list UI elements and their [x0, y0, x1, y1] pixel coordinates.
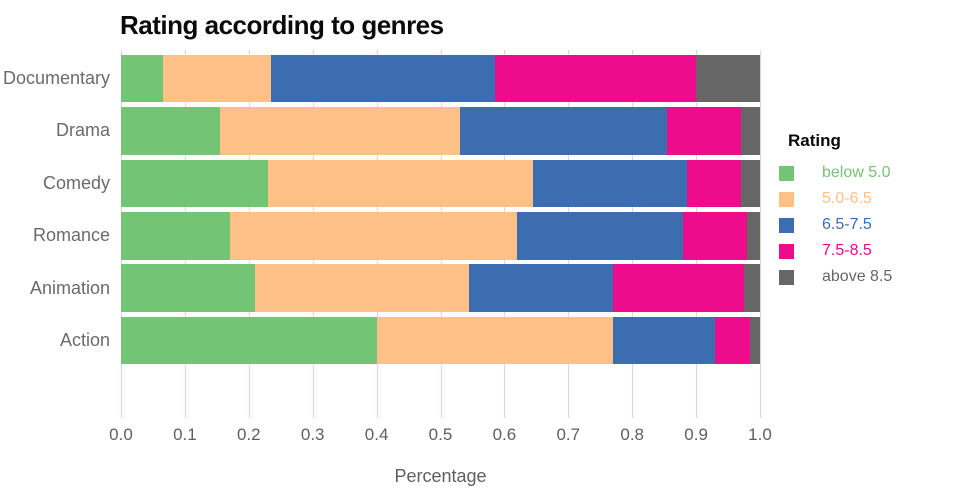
- legend-item: below 5.0: [779, 160, 954, 186]
- bar-segment: [121, 316, 377, 365]
- bar-segment: [121, 107, 221, 155]
- bar-segment: [267, 159, 534, 208]
- legend-swatch: [779, 243, 794, 259]
- bar-segment: [271, 54, 495, 103]
- legend: Rating below 5.0 5.0-6.5 6.5-7.5 7.5-8.5 abo…: [779, 131, 954, 290]
- bar-segment: [469, 264, 614, 312]
- legend-swatch: [779, 165, 794, 181]
- bar-segment: [229, 212, 518, 260]
- x-tick-label: 0.9: [684, 425, 708, 444]
- legend-swatch: [779, 269, 794, 285]
- legend-item-label: 6.5-7.5: [822, 216, 872, 233]
- bar-segment: [533, 159, 687, 208]
- bar-row-action: [121, 316, 760, 365]
- bar-row-drama: [121, 107, 760, 155]
- bar-segment: [667, 107, 741, 155]
- bar-segment: [715, 316, 751, 365]
- bar-row-comedy: [121, 159, 760, 208]
- bar-segment: [613, 316, 716, 365]
- legend-item-label: below 5.0: [822, 164, 891, 181]
- bar-segment: [740, 107, 760, 155]
- x-tick-label: 0.1: [173, 425, 197, 444]
- legend-item: 7.5-8.5: [779, 238, 954, 264]
- bar-segment: [162, 54, 272, 103]
- x-tick-label: 0.4: [364, 425, 389, 444]
- x-tick-label: 0.7: [556, 425, 581, 444]
- bar-row-documentary: [121, 54, 760, 103]
- y-axis-label: Drama: [55, 120, 110, 141]
- bar-row-romance: [121, 212, 760, 260]
- legend-swatch: [779, 191, 794, 207]
- bar-segment: [121, 212, 230, 260]
- y-axis-label: Action: [59, 330, 110, 351]
- gridline: [760, 50, 761, 418]
- chart-title: Rating according to genres: [120, 10, 444, 40]
- bar-segment: [121, 54, 163, 103]
- x-axis-title: Percentage: [394, 466, 487, 486]
- x-tick-label: 1.0: [748, 425, 772, 444]
- x-tick-label: 0.2: [236, 425, 261, 444]
- legend-item-label: 7.5-8.5: [822, 242, 872, 259]
- bar-segment: [376, 316, 614, 365]
- bar-segment: [740, 159, 760, 208]
- legend-items: below 5.0 5.0-6.5 6.5-7.5 7.5-8.5 above 8.5: [779, 160, 954, 290]
- bar-segment: [494, 54, 697, 103]
- legend-item-label: above 8.5: [822, 268, 893, 285]
- bar-row-animation: [121, 264, 760, 312]
- bar-segment: [121, 264, 256, 312]
- x-tick-label: 0.3: [300, 425, 325, 444]
- bar-segment: [613, 264, 744, 312]
- bar-segment: [517, 212, 684, 260]
- y-axis-label: Animation: [29, 277, 110, 298]
- legend-item: 6.5-7.5: [779, 212, 954, 238]
- legend-title: Rating: [788, 131, 841, 150]
- y-axis-label: Romance: [32, 225, 110, 246]
- bar-segment: [459, 107, 668, 155]
- y-axis-label: Documentary: [2, 68, 110, 89]
- bar-segment: [220, 107, 460, 155]
- bar-segment: [747, 212, 760, 260]
- x-tick-label: 0.8: [620, 425, 645, 444]
- x-axis-ticks: 0.0 0.1 0.2 0.3 0.4 0.5 0.6 0.7 0.8 0.9 1.0: [109, 425, 772, 445]
- bar-segment: [696, 54, 760, 103]
- bar-segment: [683, 212, 748, 260]
- bar-segment: [686, 159, 741, 208]
- x-tick-label: 0.0: [109, 425, 133, 444]
- bar-segment: [744, 264, 760, 312]
- bar-segment: [750, 316, 760, 365]
- legend-item: above 8.5: [779, 264, 954, 290]
- y-axis-label: Comedy: [42, 172, 110, 193]
- plot-area: [121, 50, 760, 366]
- bar-segment: [121, 159, 268, 208]
- legend-swatch: [779, 217, 794, 233]
- x-tick-label: 0.5: [428, 425, 453, 444]
- legend-item: 5.0-6.5: [779, 186, 954, 212]
- x-tick-label: 0.6: [492, 425, 517, 444]
- legend-item-label: 5.0-6.5: [822, 190, 872, 207]
- bar-segment: [255, 264, 470, 312]
